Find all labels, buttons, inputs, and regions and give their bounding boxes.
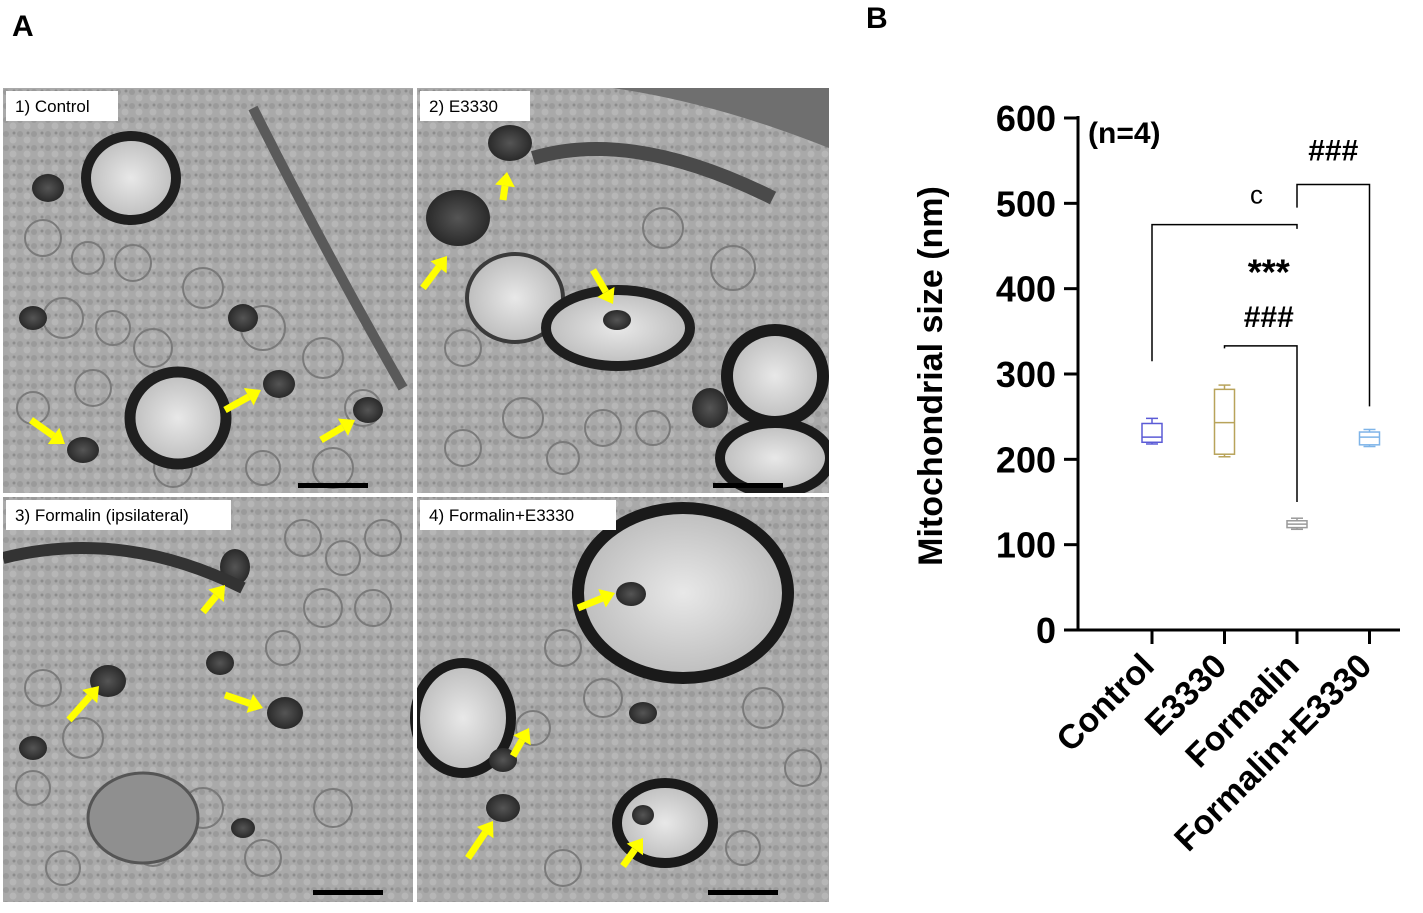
yellow-arrow-head	[82, 686, 99, 704]
label-box-1	[6, 91, 118, 121]
box-iqr	[1213, 388, 1236, 455]
micrograph-formalin	[3, 497, 413, 902]
panel-b-letter: B	[866, 2, 888, 35]
y-tick-label: 400	[996, 269, 1056, 310]
micrograph-control	[3, 88, 413, 493]
yellow-arrow-shaft	[499, 185, 509, 201]
panel-a-letter: A	[12, 10, 34, 43]
arrow-group	[28, 172, 643, 869]
y-tick-label: 600	[996, 98, 1056, 139]
label-box-2	[420, 91, 530, 121]
micrograph-label-2: 2) E3330	[429, 97, 498, 116]
yellow-arrow-shaft	[28, 417, 56, 439]
box-formalin	[1286, 517, 1308, 531]
axes: 0 100 200 300 400 500 600	[996, 98, 1400, 651]
box-control	[1141, 417, 1163, 445]
sig-label-hash-1: ###	[1244, 301, 1294, 334]
yellow-arrow-shaft	[200, 593, 219, 615]
yellow-arrow-head	[495, 172, 515, 188]
yellow-arrow-head	[47, 427, 65, 445]
yellow-arrow-shaft	[509, 738, 526, 758]
yellow-arrow-shaft	[589, 268, 609, 294]
yellow-arrow-shaft	[223, 691, 251, 707]
sig-label-hash-2: ###	[1308, 135, 1358, 168]
yellow-arrow-shaft	[319, 424, 345, 444]
yellow-arrow-head	[243, 388, 261, 406]
y-tick-label: 300	[996, 354, 1056, 395]
yellow-arrow-head	[597, 286, 615, 304]
yellow-arrow-head	[476, 821, 494, 839]
box-e3330	[1213, 384, 1236, 458]
bracket-e3330-formalin	[1223, 345, 1298, 502]
sample-size-annotation: (n=4)	[1088, 117, 1161, 150]
box-plot-chart: Mitochondrial size (nm) (n=4) 0 100 200 300…	[912, 98, 1400, 859]
box-iqr	[1141, 422, 1163, 444]
micrograph-label-3: 3) Formalin (ipsilateral)	[15, 506, 189, 525]
box-formalin-e3330	[1358, 428, 1381, 448]
yellow-arrow-shaft	[66, 694, 93, 723]
sig-label-stars: ***	[1248, 251, 1290, 292]
yellow-arrow-shaft	[465, 830, 489, 860]
yellow-arrow-shaft	[576, 595, 604, 612]
yellow-arrow-head	[513, 728, 531, 746]
micrograph-label-4: 4) Formalin+E3330	[429, 506, 574, 525]
box-iqr	[1358, 431, 1381, 446]
bracket-formalin-formalin-e3330	[1296, 183, 1371, 407]
yellow-arrow-head	[246, 694, 263, 713]
x-tick-label: Control	[1049, 647, 1161, 759]
yellow-arrow-shaft	[420, 265, 442, 291]
label-box-3	[6, 500, 231, 530]
yellow-arrow-shaft	[620, 847, 638, 869]
y-axis-label: Mitochondrial size (nm)	[912, 186, 950, 566]
yellow-arrow-head	[430, 256, 447, 274]
micrograph-label-1: 1) Control	[15, 97, 90, 116]
boxes	[1141, 384, 1381, 531]
yellow-arrow-head	[208, 585, 225, 603]
yellow-arrow-head	[337, 418, 355, 436]
yellow-arrow-head	[598, 588, 615, 608]
yellow-arrow-shaft	[223, 393, 251, 414]
micrograph-e3330	[416, 88, 829, 498]
y-tick-label: 200	[996, 439, 1056, 480]
sig-label-c: c	[1250, 179, 1263, 209]
y-tick-label: 0	[1036, 610, 1056, 651]
bracket-control-formalin	[1151, 223, 1298, 362]
micrograph-grid: 1) Control 2) E3330 3) Formalin (ipsilat…	[3, 88, 829, 902]
label-box-4	[420, 500, 616, 530]
significance-brackets: c *** ### ###	[1151, 135, 1371, 502]
y-tick-label: 500	[996, 183, 1056, 224]
yellow-arrow-head	[626, 838, 643, 856]
y-tick-label: 100	[996, 525, 1056, 566]
